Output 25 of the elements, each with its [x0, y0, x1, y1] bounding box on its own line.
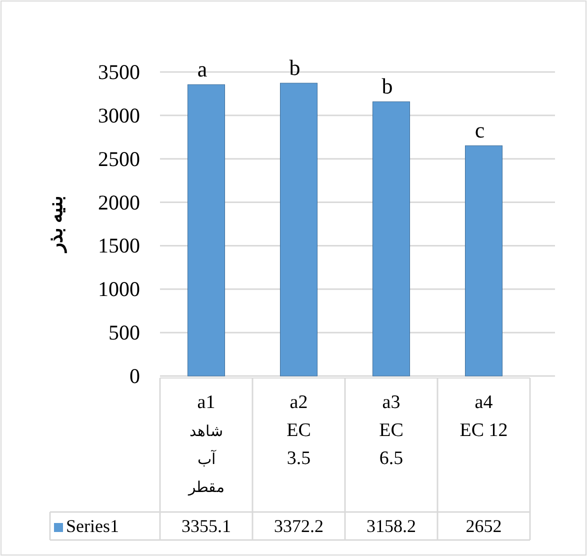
annotation: c [474, 118, 485, 143]
data-label: 3372.2 [274, 516, 324, 536]
y-tick-label: 0 [130, 364, 140, 388]
data-label: 2652 [466, 516, 502, 536]
y-tick-label: 500 [108, 320, 140, 345]
y-tick-label: 1500 [98, 234, 140, 258]
x-tick-label: a3 EC 6.5 [379, 392, 404, 469]
annotation: b [382, 74, 393, 99]
annotation: b [289, 55, 300, 80]
legend-label: Series1 [66, 516, 119, 536]
annotation: a [197, 56, 208, 82]
x-tick-label: a4 EC 12 [460, 392, 508, 441]
data-label: 3158.2 [366, 516, 416, 536]
y-axis-title: بنیه بذر [46, 196, 67, 254]
y-tick-label: 3000 [98, 103, 140, 128]
y-tick-label: 3500 [98, 60, 140, 84]
bar [372, 101, 410, 376]
data-label: 3355.1 [182, 516, 231, 536]
y-tick-label: 2000 [98, 190, 140, 214]
x-tick-label: a2 EC 3.5 [286, 392, 311, 469]
y-tick-label: 2500 [98, 146, 140, 171]
bar [188, 84, 225, 376]
bar [465, 145, 502, 376]
bar [280, 82, 318, 376]
y-tick-label: 1000 [98, 277, 140, 302]
